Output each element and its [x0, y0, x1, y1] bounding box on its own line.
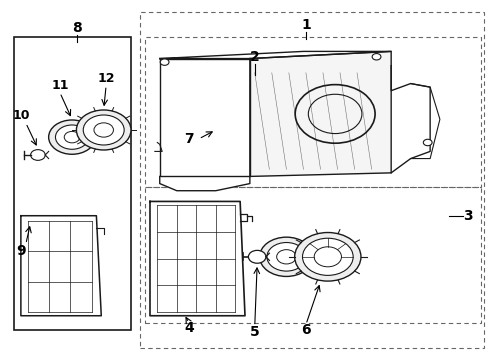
Circle shape	[30, 150, 45, 160]
Text: 3: 3	[464, 209, 473, 223]
Polygon shape	[160, 176, 250, 191]
Circle shape	[260, 237, 313, 276]
Circle shape	[267, 243, 306, 271]
Polygon shape	[150, 202, 245, 316]
Text: 1: 1	[301, 18, 311, 32]
Polygon shape	[250, 51, 391, 176]
Text: 11: 11	[51, 79, 69, 92]
Bar	[145, 187, 481, 323]
Circle shape	[248, 250, 266, 263]
Bar	[145, 37, 481, 187]
Text: 7: 7	[184, 132, 194, 146]
Polygon shape	[411, 84, 440, 158]
Text: 9: 9	[16, 244, 25, 258]
Polygon shape	[391, 66, 430, 173]
Text: 2: 2	[250, 50, 260, 64]
Text: 8: 8	[72, 21, 82, 35]
Circle shape	[302, 238, 353, 275]
Circle shape	[423, 139, 432, 146]
Polygon shape	[21, 216, 101, 316]
Circle shape	[294, 233, 361, 281]
Text: 6: 6	[301, 323, 311, 337]
Polygon shape	[160, 51, 391, 59]
Circle shape	[83, 115, 124, 145]
Circle shape	[372, 54, 381, 60]
Bar	[14, 37, 130, 330]
Circle shape	[55, 125, 89, 149]
Text: 4: 4	[184, 321, 194, 335]
Circle shape	[76, 110, 131, 150]
Circle shape	[160, 59, 169, 65]
Text: 5: 5	[250, 325, 260, 339]
Text: 12: 12	[98, 72, 115, 85]
Bar	[140, 12, 484, 348]
Text: 10: 10	[12, 109, 29, 122]
Circle shape	[49, 120, 96, 154]
